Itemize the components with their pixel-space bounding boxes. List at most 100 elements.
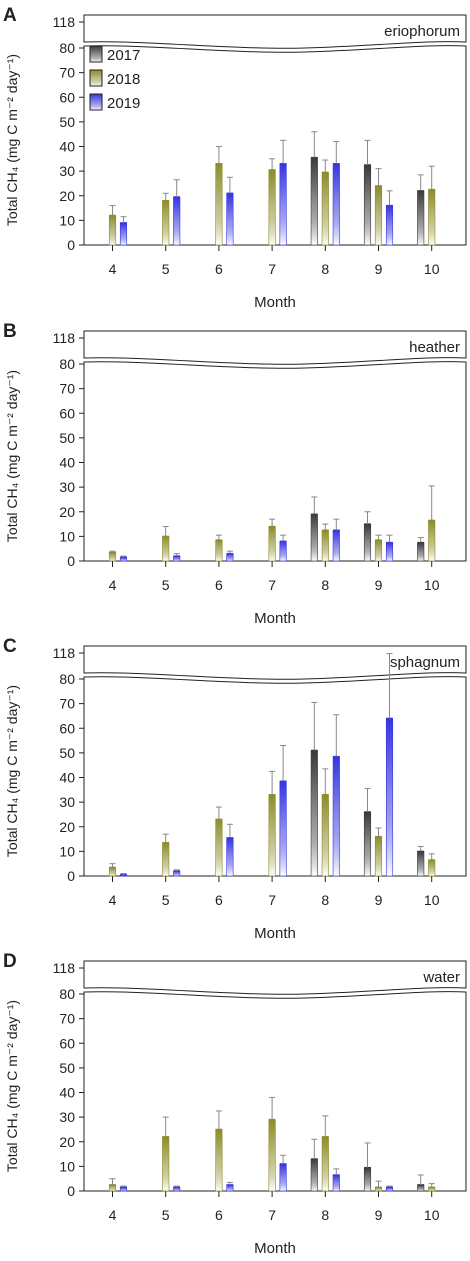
bar-2018-month-4 [108,1184,117,1192]
y-tick-label: 0 [67,237,75,253]
panel-title: heather [409,339,460,356]
panel-label: A [3,5,17,26]
y-tick-label: 10 [59,843,75,859]
y-tick-label: 10 [59,528,75,544]
y-tick-label: 70 [59,65,75,81]
y-tick-label: 30 [59,163,75,179]
x-tick-label: 10 [424,892,440,908]
bar-2019-month-7 [279,1163,287,1192]
bar-2019-month-5 [173,870,181,877]
bar-2018-month-10 [428,859,436,877]
bar-2019-month-5 [173,555,181,562]
bar-2019-month-8 [332,529,340,562]
bar-2019-month-6 [226,553,234,562]
y-tick-label: 20 [59,819,75,835]
x-tick-label: 8 [321,261,329,277]
x-tick-label: 9 [375,261,383,277]
x-tick-label: 5 [162,261,170,277]
bar-2018-month-9 [374,836,383,877]
y-axis-label: Total CH₄ (mg C m⁻² day⁻¹) [4,54,20,226]
panel-label: B [3,321,17,342]
x-tick-label: 7 [268,1207,276,1223]
bar-2017-month-8 [310,157,318,246]
bar-2017-month-10 [417,190,425,246]
y-tick-label: 50 [59,1060,75,1076]
bar-2018-month-7 [268,526,276,562]
y-tick-label: 0 [67,1183,75,1199]
lower-axis-frame [83,991,467,1192]
bar-2019-month-7 [279,540,287,562]
x-tick-label: 5 [162,892,170,908]
y-tick-label: 80 [59,986,75,1002]
bar-2018-month-8 [321,172,329,246]
upper-axis-frame [83,330,467,365]
y-axis-label: Total CH₄ (mg C m⁻² day⁻¹) [4,685,20,857]
x-tick-label: 4 [109,577,117,593]
bar-2018-month-9 [374,185,383,246]
y-tick-label: 70 [59,696,75,712]
bar-2019-month-9 [385,718,394,877]
y-tick-label: 50 [59,114,75,130]
bar-2018-month-10 [428,520,436,562]
legend-swatch-2019 [89,93,103,111]
bar-2017-month-10 [417,851,425,877]
x-tick-label: 6 [215,892,223,908]
bar-2018-month-5 [162,200,170,246]
x-tick-label: 10 [424,1207,440,1223]
panel-title: water [422,969,460,986]
y-tick-label: 118 [53,645,76,661]
x-tick-label: 10 [424,261,440,277]
x-tick-label: 8 [321,577,329,593]
bar-2018-month-6 [215,1129,223,1192]
bar-2019-month-8 [332,163,340,246]
bar-2018-month-9 [374,539,383,562]
x-axis-label: Month [254,294,296,311]
y-tick-label: 20 [59,188,75,204]
y-tick-label: 70 [59,381,75,397]
y-axis-label: Total CH₄ (mg C m⁻² day⁻¹) [4,370,20,542]
x-tick-label: 7 [268,261,276,277]
legend-label: 2019 [107,95,140,112]
y-tick-label: 0 [67,553,75,569]
x-tick-label: 4 [109,261,117,277]
x-tick-label: 7 [268,577,276,593]
lower-axis-frame [83,45,467,246]
bar-2018-month-7 [268,169,276,246]
bar-2019-month-6 [226,1184,234,1192]
y-tick-label: 50 [59,430,75,446]
bar-2019-month-9 [385,205,394,246]
bar-2018-month-7 [268,1119,276,1192]
bar-2018-month-5 [162,536,170,562]
y-tick-label: 0 [67,868,75,884]
bar-2019-month-8 [332,1174,340,1192]
bar-2018-month-4 [108,867,117,877]
bar-2019-month-5 [173,196,181,246]
y-tick-label: 10 [59,212,75,228]
legend-label: 2017 [107,47,140,64]
legend-swatch-2018 [89,69,103,87]
y-tick-label: 60 [59,405,75,421]
x-tick-label: 8 [321,892,329,908]
panel-label: C [3,636,17,657]
bar-2018-month-10 [428,189,436,246]
x-tick-label: 8 [321,1207,329,1223]
y-tick-label: 70 [59,1011,75,1027]
legend-label: 2018 [107,71,140,88]
y-tick-label: 20 [59,1134,75,1150]
y-tick-label: 20 [59,504,75,520]
bar-2018-month-5 [162,1136,170,1192]
x-tick-label: 4 [109,892,117,908]
y-tick-label: 80 [59,356,75,372]
bar-2019-month-6 [226,837,234,877]
panel-title: eriophorum [384,23,460,40]
x-tick-label: 9 [375,577,383,593]
bar-2018-month-4 [108,215,117,246]
bar-2019-month-9 [385,542,394,562]
bar-2019-month-4 [119,222,128,246]
x-tick-label: 9 [375,892,383,908]
upper-axis-frame [83,14,467,49]
bar-2017-month-10 [417,1184,425,1192]
